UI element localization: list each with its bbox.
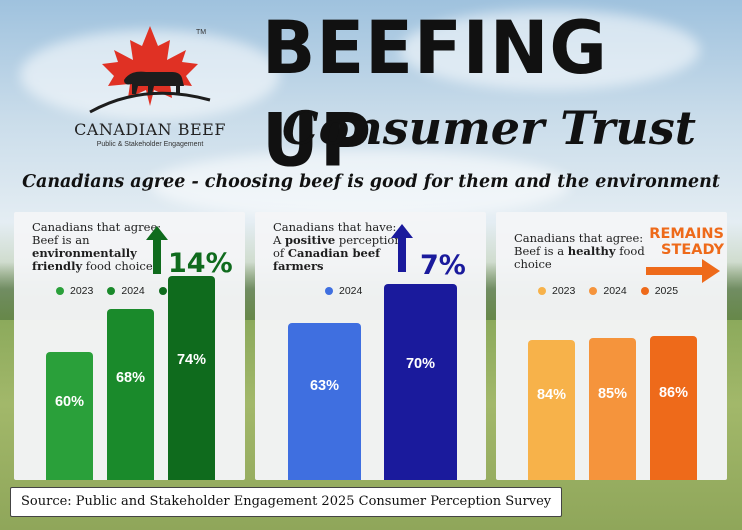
cloud xyxy=(400,10,700,90)
label-text: Beef is an xyxy=(32,233,90,247)
label-prefix: Canadians that agree: xyxy=(32,220,162,234)
legend-item: 2024 xyxy=(325,285,362,297)
legend-item: 2024 xyxy=(589,285,627,297)
label-bold: healthy xyxy=(567,244,616,258)
cloud xyxy=(150,150,570,220)
label-text: Beef is a xyxy=(514,244,568,258)
bar-2023 xyxy=(46,352,93,480)
page-title: BEEFING UP xyxy=(262,4,608,184)
panel-label: Canadians that agree: Beef is a healthy … xyxy=(514,232,654,271)
legend-label: 2024 xyxy=(339,285,363,297)
legend-label: 2024 xyxy=(121,285,145,297)
label-prefix: Canadians that agree: xyxy=(514,231,644,245)
bar-2025 xyxy=(650,336,697,480)
label-bold: environmentally friendly xyxy=(32,246,137,273)
legend-item: 2025 xyxy=(640,285,679,297)
bar-2025 xyxy=(168,276,215,480)
legend-label: 2023 xyxy=(552,285,576,297)
steady-line-1: REMAINS xyxy=(649,226,724,242)
legend-label: 2023 xyxy=(70,285,94,297)
bar-chart-environment: 60% 68% 74% xyxy=(14,212,245,480)
change-value: 7% xyxy=(420,250,466,281)
legend-dot xyxy=(640,287,649,295)
bar-value-label: 60% xyxy=(54,394,85,410)
steady-line-2: STEADY xyxy=(661,242,724,258)
label-text: A xyxy=(273,233,285,247)
legend-item: 2024 xyxy=(107,285,145,297)
legend-dot xyxy=(589,287,598,295)
bar-chart-health: 84% 85% 86% xyxy=(496,212,727,480)
bar-chart-farmers: 63% 70% xyxy=(255,212,486,480)
up-arrow-icon xyxy=(391,224,413,272)
label-text: food choice xyxy=(514,244,645,271)
legend-dot xyxy=(107,287,116,295)
panel-label: Canadians that agree: Beef is an environ… xyxy=(32,221,172,273)
bar-2025 xyxy=(384,284,457,480)
bar-2023 xyxy=(528,340,575,480)
panel-label: Canadians that have: A positive percepti… xyxy=(273,221,413,273)
legend-item: 2023 xyxy=(56,285,93,297)
panel-environment: Canadians that agree: Beef is an environ… xyxy=(14,212,245,480)
right-arrow-icon xyxy=(646,259,720,283)
bar-value-label: 86% xyxy=(658,385,689,401)
legend: 2023 2024 2025 xyxy=(538,285,678,297)
change-value: 14% xyxy=(168,248,233,279)
trademark-mark: TM xyxy=(196,29,206,36)
label-bold: Canadian beef farmers xyxy=(273,246,381,273)
label-prefix: Canadians that have: xyxy=(273,220,397,234)
legend-label: 2025 xyxy=(654,285,679,297)
canadian-beef-logo: TM CANADIAN BEEF Public & Stakeholder En… xyxy=(60,20,240,150)
bar-value-label: 63% xyxy=(309,378,340,394)
bar-value-label: 74% xyxy=(176,352,207,368)
legend-dot xyxy=(56,287,64,295)
page-title-line-2: Consumer Trust xyxy=(282,101,696,155)
bar-2024 xyxy=(107,309,154,480)
label-text: perception of xyxy=(273,233,402,260)
bar-2024 xyxy=(288,323,361,480)
bar-value-label: 70% xyxy=(405,356,436,372)
bar-2024 xyxy=(589,338,636,480)
label-text: food choice xyxy=(82,259,153,273)
steady-badge: REMAINS STEADY xyxy=(642,226,724,258)
legend-dot xyxy=(538,287,546,295)
logo-name: CANADIAN BEEF xyxy=(74,120,226,139)
bar-value-label: 84% xyxy=(536,387,567,403)
up-arrow-icon xyxy=(146,226,168,274)
panel-farmers: Canadians that have: A positive percepti… xyxy=(255,212,486,480)
bar-value-label: 68% xyxy=(115,370,146,386)
page-subtitle: Canadians agree - choosing beef is good … xyxy=(22,172,720,192)
label-bold: positive xyxy=(284,233,336,247)
legend-label: 2024 xyxy=(603,285,627,297)
panel-health: Canadians that agree: Beef is a healthy … xyxy=(496,212,727,480)
source-citation: Source: Public and Stakeholder Engagemen… xyxy=(10,487,563,517)
bar-value-label: 85% xyxy=(597,386,628,402)
legend-dot xyxy=(158,287,167,295)
logo-subtitle: Public & Stakeholder Engagement xyxy=(96,141,204,148)
legend-dot xyxy=(325,287,333,295)
maple-leaf-cow-icon: TM xyxy=(89,26,211,114)
legend-item: 2023 xyxy=(538,285,575,297)
